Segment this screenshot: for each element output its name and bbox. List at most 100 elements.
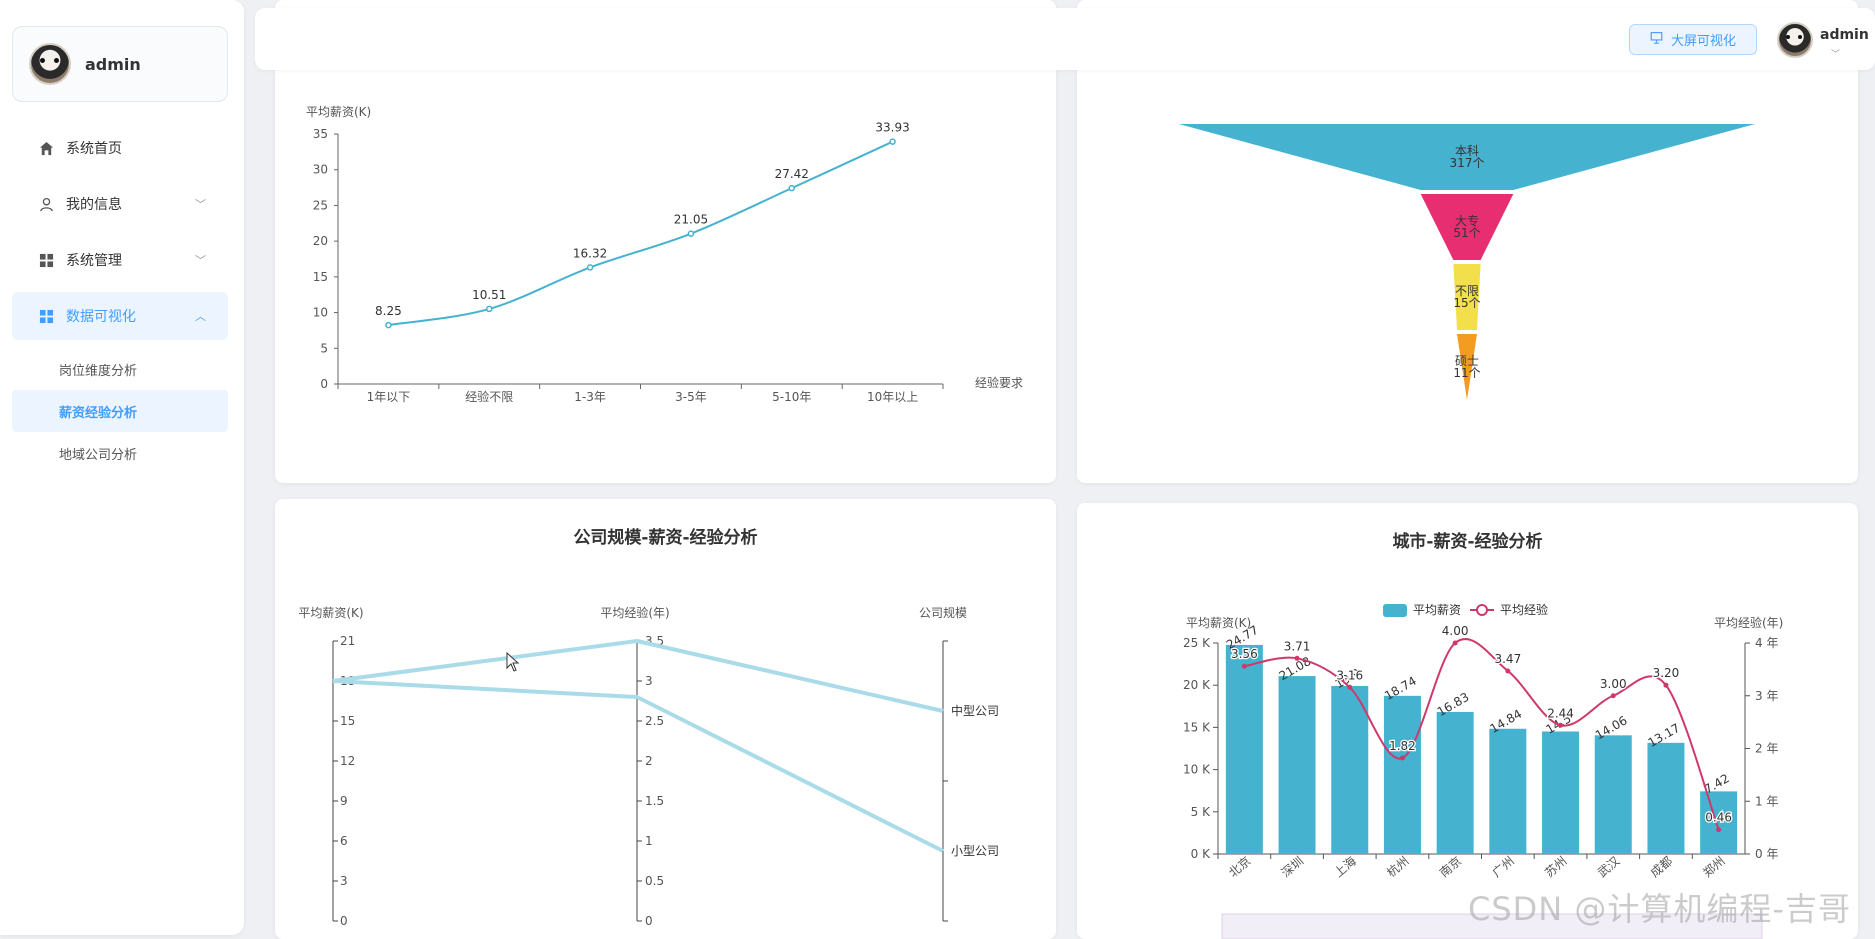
axis-tick-label: 9 [340, 794, 348, 808]
funnel-label: 本科 [1455, 144, 1479, 158]
axis-tick-label: 6 [340, 834, 348, 848]
city-chart-panel: 城市-薪资-经验分析 平均薪资 平均经验 平均薪资(K) 平均经验(年) 0 K 5 K 1… [1077, 503, 1858, 939]
x-tick-label: 10年以上 [867, 390, 918, 404]
legend-line-marker [1476, 604, 1488, 616]
funnel-value-label: 15个 [1453, 296, 1480, 310]
data-point [889, 138, 896, 145]
line-data-label: 3.56 [1231, 647, 1258, 661]
submenu-item-region[interactable]: 地域公司分析 [12, 432, 228, 474]
avatar [1777, 22, 1813, 58]
series-line [388, 140, 894, 327]
axis-tick-label: 21 [340, 634, 355, 648]
data-label: 27.42 [775, 167, 809, 181]
data-point [1294, 655, 1300, 661]
axis-title: 平均薪资(K) [298, 606, 363, 620]
y-tick-label: 35 [313, 127, 328, 141]
axis-category-label: 中型公司 [951, 703, 999, 718]
bar [1383, 695, 1421, 854]
data-point [788, 184, 795, 192]
funnel-segment [1457, 334, 1477, 400]
company-scale-parallel-chart: 平均薪资(K) 平均经验(年) 公司规模03691215182100.511.522… [298, 605, 999, 928]
axis-category-label: 小型公司 [951, 844, 999, 858]
sidebar-item-my-info[interactable]: 我的信息 ﹀ [12, 180, 228, 228]
x-tick-label: 1年以下 [367, 390, 411, 404]
x-tick-label: 杭州 [1384, 853, 1412, 880]
submenu-item-job[interactable]: 岗位维度分析 [12, 348, 228, 390]
bar [1278, 676, 1316, 854]
bar [1436, 711, 1474, 854]
x-tick-label: 1-3年 [574, 390, 606, 404]
submenu-item-salary-exp[interactable]: 薪资经验分析 [12, 390, 228, 432]
data-zoom-strip [1221, 913, 1763, 939]
sidebar-item-data-vis[interactable]: 数据可视化 ︿ [12, 292, 228, 340]
avatar [29, 43, 71, 85]
y-tick-label-right: 1 年 [1755, 794, 1778, 808]
big-screen-button[interactable]: 大屏可视化 [1629, 24, 1757, 55]
sidebar-item-label: 系统首页 [66, 141, 122, 157]
axis-tick-label: 3 [645, 674, 653, 688]
y-tick-label: 5 [320, 341, 328, 355]
x-tick-label: 5-10年 [772, 390, 811, 404]
y-tick-label-right: 0 年 [1755, 847, 1778, 861]
data-label: 10.51 [472, 288, 506, 302]
funnel-value-label: 317个 [1450, 156, 1485, 170]
bar [1647, 742, 1685, 854]
grid-icon [38, 308, 54, 324]
line-data-label: 3.00 [1600, 677, 1627, 691]
bar [1594, 735, 1632, 854]
data-point [1399, 755, 1405, 761]
axis-tick-label: 0 [340, 914, 348, 928]
bar [1331, 685, 1369, 854]
line-data-label: 4.00 [1442, 624, 1469, 638]
axis-tick-label: 1 [645, 834, 653, 848]
submenu-label: 岗位维度分析 [59, 363, 138, 379]
chevron-down-icon[interactable]: ﹀ [1831, 50, 1841, 60]
line-data-label: 3.16 [1336, 668, 1363, 682]
axis-tick-label: 15 [340, 714, 355, 728]
parallel-series-line [332, 639, 944, 713]
chevron-up-icon: ︿ [195, 310, 206, 323]
legend-label: 平均经验 [1500, 602, 1548, 617]
data-point [1505, 668, 1511, 674]
x-tick-label: 上海 [1331, 853, 1359, 880]
chart-title: 城市-薪资-经验分析 [1392, 532, 1543, 552]
y-tick-label: 25 [313, 198, 328, 212]
exp-salary-chart-panel: 平均薪资(K) 0 5 10 15 20 25 30 35 1年以下 经验不限 1-3年 3-5年 5-1… [275, 0, 1056, 483]
x-tick-label: 广州 [1490, 854, 1517, 880]
sidebar: admin 系统首页 我的信息 ﹀ 系统管理 ﹀ 数据可视化 [0, 0, 244, 935]
series-line [1244, 638, 1720, 831]
y-axis-title: 平均薪资(K) [306, 105, 371, 119]
user-card[interactable]: admin [12, 26, 228, 102]
funnel-segment [1420, 194, 1514, 260]
header-username[interactable]: admin [1820, 27, 1869, 43]
x-tick-label: 南京 [1436, 853, 1464, 880]
y-tick-label-right: 3 年 [1755, 689, 1778, 703]
header-avatar[interactable] [1777, 22, 1813, 58]
sidebar-item-home[interactable]: 系统首页 [12, 124, 228, 172]
y-tick-label-left: 15 K [1183, 720, 1211, 734]
funnel-segment [1453, 264, 1481, 330]
line-data-label: 2.44 [1547, 706, 1574, 720]
sidebar-item-system[interactable]: 系统管理 ﹀ [12, 236, 228, 284]
data-point [1716, 827, 1722, 833]
company-scale-chart-panel: 公司规模-薪资-经验分析 平均薪资(K) 平均经验(年) 公司规模 0 3 6 9 12 15 1… [275, 499, 1056, 939]
x-tick-label: 武汉 [1595, 854, 1622, 880]
x-tick-label: 郑州 [1700, 853, 1728, 880]
y-tick-label-left: 20 K [1183, 678, 1211, 692]
sidebar-item-label: 系统管理 [66, 253, 122, 269]
axis-tick-label: 3 [340, 874, 348, 888]
chevron-down-icon: ﹀ [195, 254, 206, 267]
axis-tick-label: 0.5 [645, 874, 664, 888]
exp-salary-chart: 平均薪资(K) 0 5 10 15 20 25 30 35 1年以下 经验不限 1-3年 3-5年 5-1… [306, 105, 1023, 404]
y-tick-label-left: 10 K [1183, 763, 1211, 777]
data-label: 16.32 [573, 246, 607, 260]
sidebar-username: admin [85, 54, 141, 74]
y-tick-label: 15 [313, 270, 328, 284]
line-data-label: 0.46 [1705, 811, 1732, 825]
y-tick-label: 10 [313, 306, 328, 320]
funnel-segment [1179, 124, 1755, 190]
data-label: 8.25 [375, 304, 402, 318]
y-tick-label-right: 4 年 [1755, 636, 1778, 650]
legend-bar-swatch [1383, 604, 1407, 617]
